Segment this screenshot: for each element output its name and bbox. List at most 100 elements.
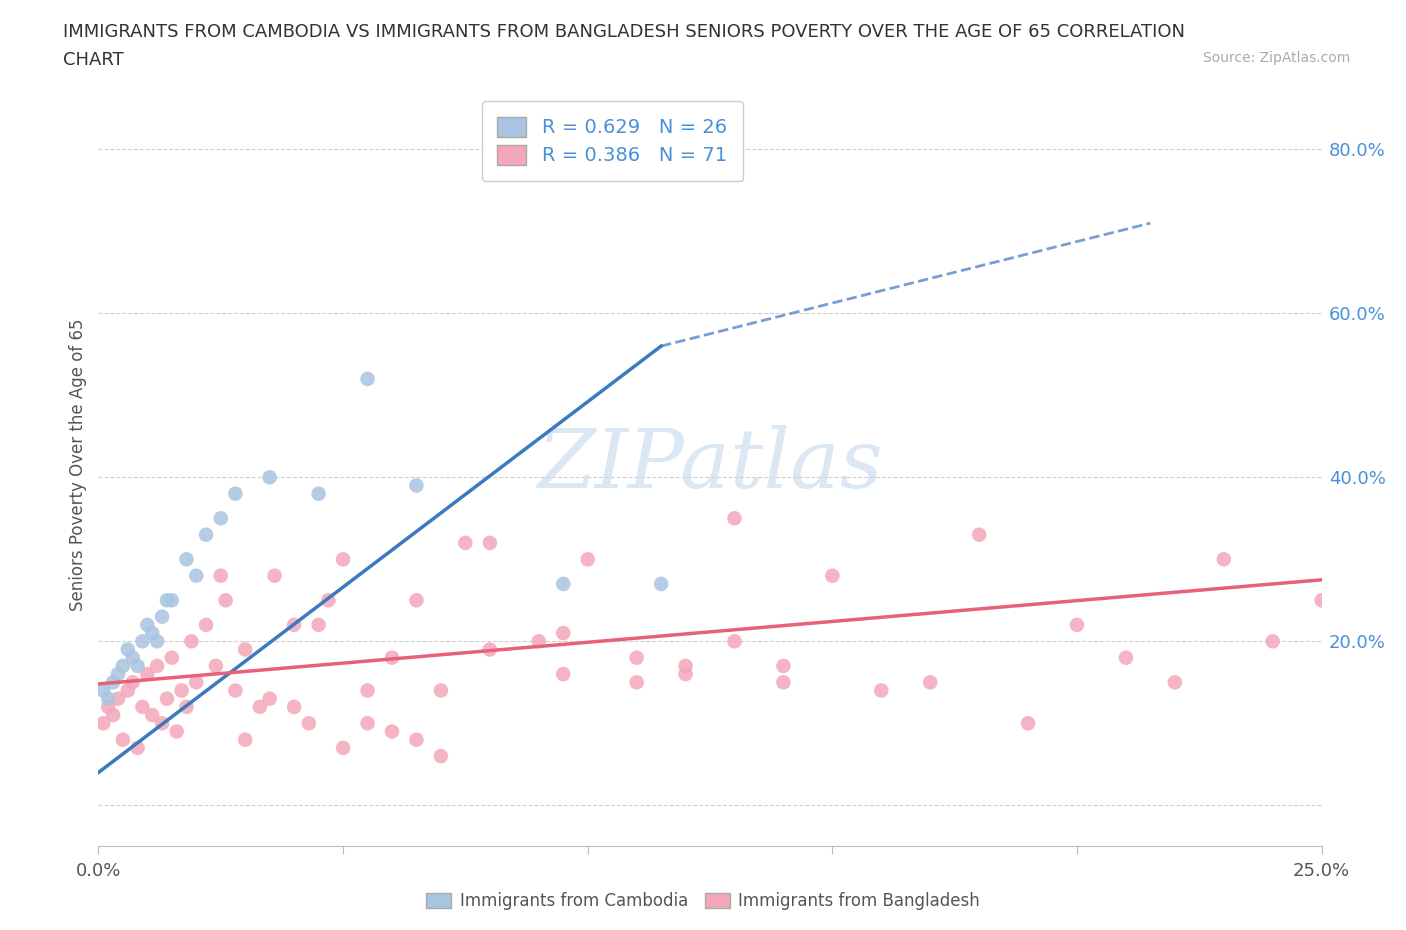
Point [723,634,745,649]
Point [166,724,188,739]
Point [553,577,575,591]
Point [150,716,173,731]
Point [772,658,794,673]
Point [160,650,183,665]
Point [249,699,271,714]
Point [553,626,575,641]
Point [454,536,477,551]
Point [170,683,193,698]
Point [176,699,198,714]
Point [298,716,321,731]
Text: IMMIGRANTS FROM CAMBODIA VS IMMIGRANTS FROM BANGLADESH SENIORS POVERTY OVER THE : IMMIGRANTS FROM CAMBODIA VS IMMIGRANTS F… [63,23,1185,41]
Point [117,642,139,657]
Point [91,683,114,698]
Point [150,609,173,624]
Point [576,551,599,566]
Point [332,740,354,755]
Point [107,691,129,706]
Point [356,371,378,386]
Point [553,667,575,682]
Point [967,527,990,542]
Point [180,634,202,649]
Point [283,699,305,714]
Point [478,642,501,657]
Point [1017,716,1039,731]
Point [127,740,149,755]
Point [405,592,427,607]
Point [111,732,134,747]
Point [107,667,129,682]
Point [259,691,281,706]
Legend: R = 0.629   N = 26, R = 0.386   N = 71: R = 0.629 N = 26, R = 0.386 N = 71 [482,101,742,181]
Point [209,511,232,525]
Point [1212,551,1234,566]
Point [101,708,124,723]
Point [381,650,404,665]
Point [233,642,256,657]
Y-axis label: Seniors Poverty Over the Age of 65: Seniors Poverty Over the Age of 65 [69,319,87,611]
Point [131,634,153,649]
Point [195,527,218,542]
Point [141,708,163,723]
Point [356,716,378,731]
Point [1164,675,1187,690]
Point [478,536,501,551]
Point [117,683,139,698]
Point [626,675,648,690]
Legend: Immigrants from Cambodia, Immigrants from Bangladesh: Immigrants from Cambodia, Immigrants fro… [419,885,987,917]
Point [920,675,942,690]
Point [121,650,143,665]
Point [233,732,256,747]
Point [1261,634,1284,649]
Point [527,634,550,649]
Text: Source: ZipAtlas.com: Source: ZipAtlas.com [1202,51,1350,65]
Point [127,658,149,673]
Point [195,618,218,632]
Point [675,658,697,673]
Point [259,470,281,485]
Point [209,568,232,583]
Point [430,749,453,764]
Point [146,634,169,649]
Point [156,691,179,706]
Point [186,568,208,583]
Point [308,486,330,501]
Point [1310,592,1333,607]
Point [283,618,305,632]
Point [146,658,169,673]
Point [263,568,285,583]
Point [1115,650,1137,665]
Point [136,667,159,682]
Point [821,568,844,583]
Point [381,724,404,739]
Point [136,618,159,632]
Point [214,592,236,607]
Point [626,650,648,665]
Point [430,683,453,698]
Point [650,577,672,591]
Point [205,658,228,673]
Point [97,691,120,706]
Point [723,511,745,525]
Point [186,675,208,690]
Text: ZIPatlas: ZIPatlas [537,425,883,505]
Point [224,486,246,501]
Point [356,683,378,698]
Point [405,478,427,493]
Point [1066,618,1088,632]
Point [121,675,143,690]
Point [308,618,330,632]
Point [141,626,163,641]
Point [318,592,340,607]
Point [224,683,246,698]
Point [156,592,179,607]
Point [772,675,794,690]
Point [176,551,198,566]
Point [332,551,354,566]
Point [160,592,183,607]
Point [405,732,427,747]
Point [131,699,153,714]
Point [91,716,114,731]
Point [111,658,134,673]
Point [101,675,124,690]
